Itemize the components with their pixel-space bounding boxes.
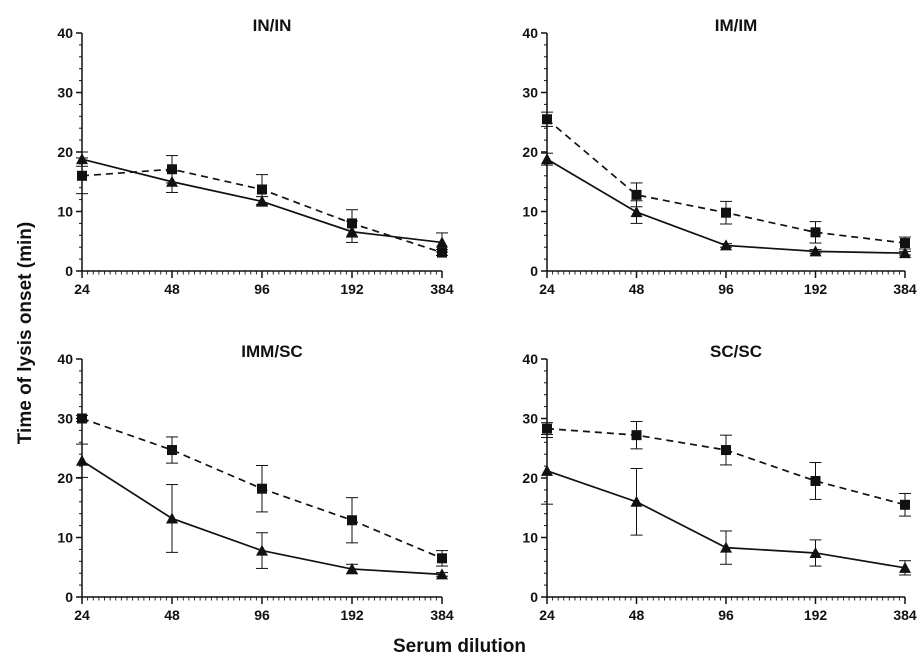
- x-tick-label: 384: [893, 281, 917, 297]
- panel-imm-sc: IMM/SC 0 10 20 30 40 24 48 96 192 384: [57, 342, 453, 623]
- y-tick-label: 30: [57, 85, 73, 101]
- x-tick-label: 192: [340, 607, 364, 623]
- x-tick-label: 48: [629, 281, 645, 297]
- triangle-marker: [76, 153, 88, 165]
- square-marker: [721, 207, 731, 218]
- triangle-marker: [541, 153, 553, 165]
- square-marker: [900, 238, 910, 249]
- triangle-marker: [256, 195, 268, 207]
- triangle-marker: [630, 495, 643, 507]
- triangle-marker: [166, 512, 178, 524]
- triangle-marker: [899, 561, 911, 573]
- triangle-marker: [436, 568, 448, 580]
- x-tick-label: 24: [539, 607, 555, 623]
- x-tick-label: 96: [254, 607, 270, 623]
- x-tick-label: 24: [74, 607, 90, 623]
- square-marker: [437, 247, 447, 258]
- triangle-marker: [899, 247, 911, 259]
- x-tick-label: 96: [254, 281, 270, 297]
- triangle-marker: [541, 464, 553, 476]
- x-tick-label: 192: [340, 281, 364, 297]
- y-tick-label: 30: [522, 85, 538, 101]
- triangle-marker: [76, 454, 88, 466]
- triangle-marker: [436, 236, 448, 248]
- square-marker: [257, 184, 267, 195]
- triangle-marker: [809, 546, 822, 558]
- y-tick-label: 0: [65, 263, 73, 279]
- square-marker: [631, 430, 642, 441]
- y-tick-label: 30: [522, 411, 538, 427]
- square-marker: [721, 445, 731, 456]
- panel-title: IN/IN: [253, 16, 292, 35]
- x-tick-label: 48: [164, 607, 180, 623]
- x-tick-label: 96: [718, 281, 734, 297]
- panel-title: IM/IM: [715, 16, 758, 35]
- square-marker: [257, 483, 267, 494]
- panel-im-im: IM/IM 0 10 20 30 40 24 48 96 192 384: [522, 16, 916, 297]
- square-marker: [810, 227, 821, 238]
- y-tick-label: 10: [57, 204, 73, 220]
- x-tick-label: 384: [430, 281, 454, 297]
- square-marker: [167, 445, 177, 456]
- triangle-marker: [720, 541, 732, 553]
- y-tick-label: 0: [530, 589, 538, 605]
- panel-in-in: IN/IN 0 10 20 30 40 24 48 96 192 384: [57, 16, 453, 297]
- square-marker: [631, 189, 642, 200]
- square-marker: [167, 164, 177, 175]
- x-tick-label: 24: [539, 281, 555, 297]
- y-tick-label: 10: [57, 530, 73, 546]
- square-marker: [542, 423, 552, 434]
- x-tick-label: 384: [430, 607, 454, 623]
- y-tick-label: 40: [57, 351, 73, 367]
- square-marker: [900, 499, 910, 510]
- panel-sc-sc: SC/SC 0 10 20 30 40 24 48 96 192 384: [522, 342, 916, 623]
- y-tick-label: 20: [522, 144, 538, 160]
- y-tick-label: 40: [57, 25, 73, 41]
- y-tick-label: 40: [522, 25, 538, 41]
- x-tick-label: 96: [718, 607, 734, 623]
- x-tick-label: 192: [804, 281, 828, 297]
- square-marker: [542, 114, 552, 125]
- x-tick-label: 48: [629, 607, 645, 623]
- square-marker: [810, 475, 821, 486]
- square-marker: [77, 170, 87, 181]
- square-marker: [437, 553, 447, 564]
- triangle-marker: [346, 225, 358, 237]
- triangle-marker: [256, 544, 268, 556]
- triangle-marker: [809, 245, 822, 257]
- y-tick-label: 0: [65, 589, 73, 605]
- triangle-marker: [720, 239, 732, 251]
- y-tick-label: 40: [522, 351, 538, 367]
- y-tick-label: 20: [57, 470, 73, 486]
- panel-title: IMM/SC: [241, 342, 302, 361]
- x-tick-label: 24: [74, 281, 90, 297]
- triangle-marker: [630, 206, 643, 218]
- triangle-marker: [346, 563, 358, 575]
- x-tick-label: 192: [804, 607, 828, 623]
- y-tick-label: 20: [522, 470, 538, 486]
- panel-title: SC/SC: [710, 342, 762, 361]
- y-tick-label: 0: [530, 263, 538, 279]
- y-tick-label: 20: [57, 144, 73, 160]
- x-axis-label: Serum dilution: [393, 636, 526, 657]
- y-axis-label: Time of lysis onset (min): [15, 221, 36, 445]
- triangle-marker: [166, 175, 178, 187]
- square-marker: [77, 413, 87, 424]
- y-tick-label: 10: [522, 204, 538, 220]
- x-tick-label: 384: [893, 607, 917, 623]
- x-tick-label: 48: [164, 281, 180, 297]
- square-marker: [347, 515, 357, 526]
- y-tick-label: 10: [522, 530, 538, 546]
- y-tick-label: 30: [57, 411, 73, 427]
